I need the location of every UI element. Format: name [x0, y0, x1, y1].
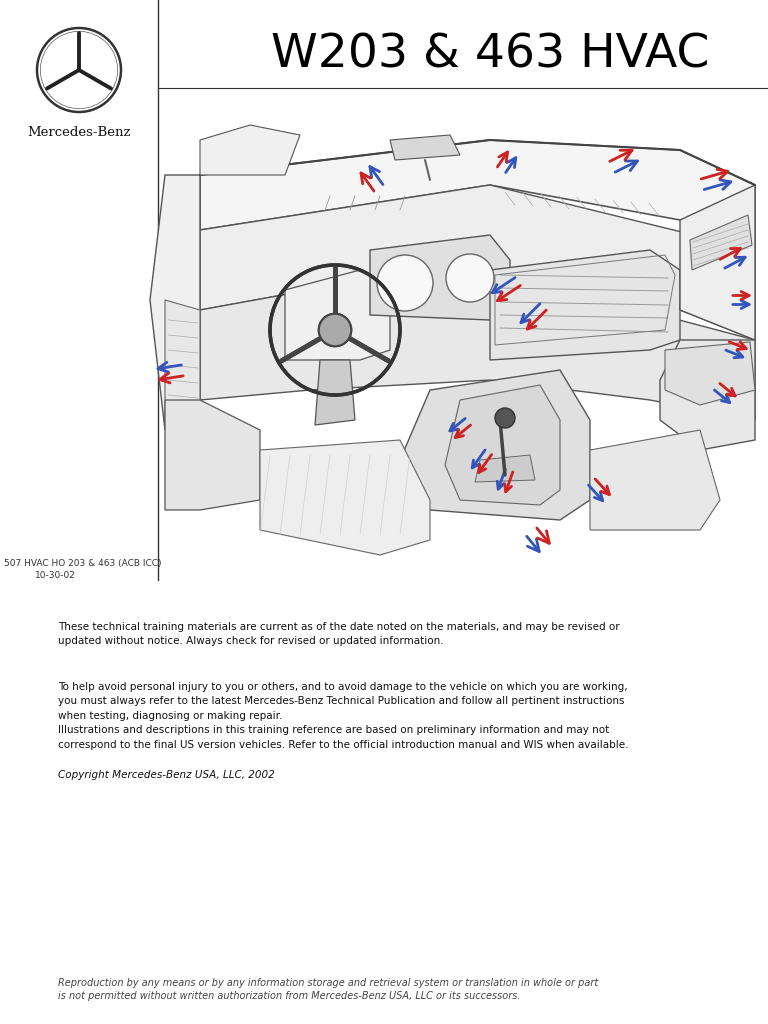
Polygon shape [370, 234, 510, 319]
Polygon shape [400, 370, 590, 520]
Circle shape [319, 313, 351, 346]
Polygon shape [315, 360, 355, 425]
Text: Copyright Mercedes-Benz USA, LLC, 2002: Copyright Mercedes-Benz USA, LLC, 2002 [58, 770, 275, 780]
Polygon shape [260, 440, 430, 555]
Polygon shape [690, 215, 752, 270]
Polygon shape [445, 385, 560, 505]
Polygon shape [200, 140, 755, 250]
Text: Mercedes-Benz: Mercedes-Benz [27, 126, 131, 139]
Polygon shape [165, 400, 260, 510]
Polygon shape [660, 340, 755, 450]
Polygon shape [475, 455, 535, 482]
Polygon shape [150, 175, 200, 430]
Polygon shape [165, 300, 200, 430]
Text: 507 HVAC HO 203 & 463 (ACB ICC): 507 HVAC HO 203 & 463 (ACB ICC) [4, 559, 161, 568]
Polygon shape [665, 342, 755, 406]
Circle shape [377, 255, 433, 311]
Polygon shape [680, 185, 755, 340]
Text: To help avoid personal injury to you or others, and to avoid damage to the vehic: To help avoid personal injury to you or … [58, 682, 628, 750]
Polygon shape [200, 125, 300, 175]
Text: W203 & 463 HVAC: W203 & 463 HVAC [271, 33, 709, 78]
Circle shape [319, 313, 351, 346]
Text: 10-30-02: 10-30-02 [35, 571, 76, 580]
Text: These technical training materials are current as of the date noted on the mater: These technical training materials are c… [58, 622, 620, 646]
Circle shape [446, 254, 494, 302]
Text: is not permitted without written authorization from Mercedes-Benz USA, LLC or it: is not permitted without written authori… [58, 991, 521, 1001]
Text: Reproduction by any means or by any information storage and retrieval system or : Reproduction by any means or by any info… [58, 978, 598, 988]
Polygon shape [200, 185, 755, 340]
Polygon shape [390, 135, 460, 160]
Polygon shape [490, 250, 680, 360]
Circle shape [495, 408, 515, 428]
Polygon shape [590, 430, 720, 530]
Polygon shape [285, 270, 390, 360]
Polygon shape [200, 270, 755, 420]
